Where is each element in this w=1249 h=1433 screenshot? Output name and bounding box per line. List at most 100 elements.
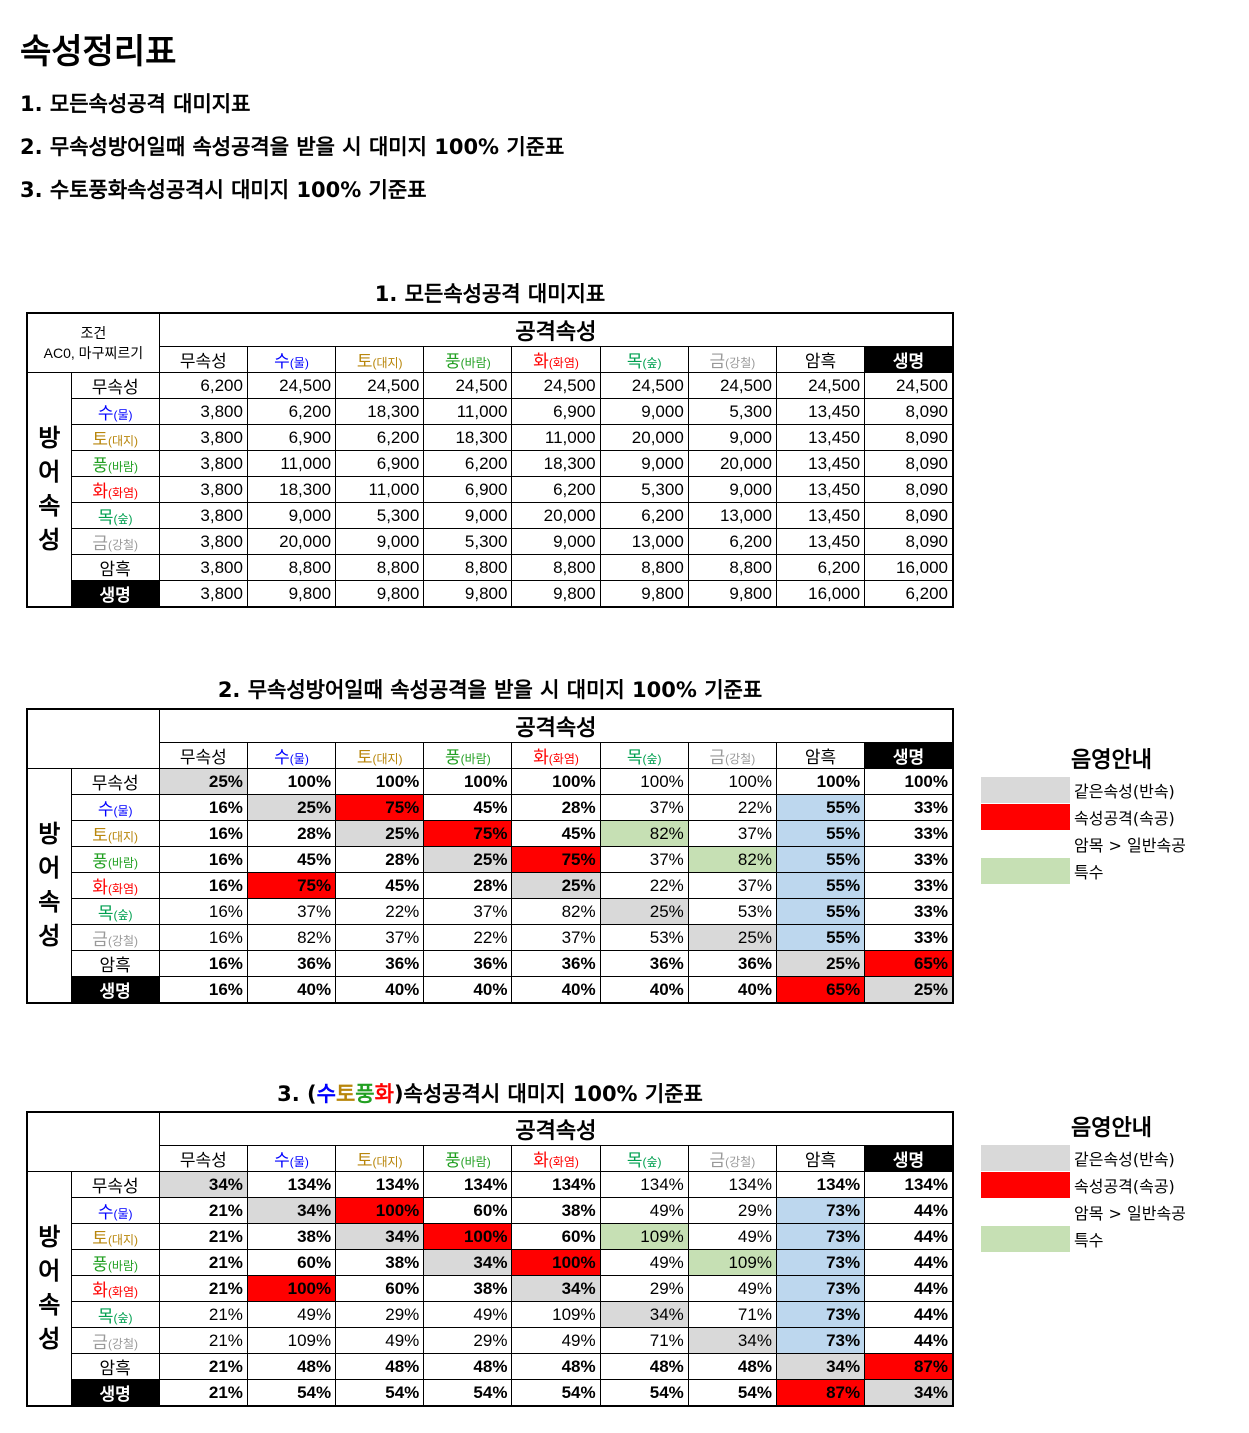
damage-cell: 9,000 bbox=[599, 450, 689, 477]
element-subname: (바람) bbox=[107, 460, 139, 474]
element-name: 금 bbox=[92, 534, 108, 553]
damage-cell: 13,450 bbox=[775, 502, 866, 529]
condition-cell: 조건 AC0, 마구찌르기 bbox=[26, 312, 160, 373]
damage-cell: 55% bbox=[775, 924, 866, 951]
damage-cell: 44% bbox=[864, 1249, 954, 1276]
damage-cell: 134% bbox=[335, 1171, 425, 1198]
damage-cell: 13,000 bbox=[599, 528, 689, 555]
element-name: 금 bbox=[709, 352, 726, 371]
element-name: 풍 bbox=[92, 1255, 108, 1274]
damage-cell: 55% bbox=[775, 794, 866, 821]
row-header: 금(강철) bbox=[70, 1327, 160, 1354]
damage-cell: 8,090 bbox=[864, 398, 954, 425]
damage-cell: 3,800 bbox=[158, 476, 248, 503]
damage-cell: 9,800 bbox=[687, 580, 777, 608]
element-name: 무속성 bbox=[91, 1177, 139, 1196]
title-part: 토 bbox=[335, 1082, 356, 1106]
damage-cell: 55% bbox=[775, 898, 866, 925]
legend-label: 특수 bbox=[1074, 1230, 1104, 1250]
damage-cell: 87% bbox=[864, 1353, 954, 1380]
element-name: 생명 bbox=[892, 352, 925, 371]
row-header: 수(물) bbox=[70, 398, 160, 425]
damage-cell: 48% bbox=[246, 1353, 337, 1380]
element-name: 암흑 bbox=[804, 748, 837, 767]
title-part: 수 bbox=[316, 1082, 336, 1106]
damage-cell: 34% bbox=[335, 1223, 425, 1250]
legend-swatch bbox=[981, 831, 1070, 857]
damage-cell: 9,000 bbox=[687, 424, 777, 451]
column-header: 금(강철) bbox=[687, 346, 777, 373]
element-subname: (화염) bbox=[107, 1285, 139, 1299]
damage-cell: 6,900 bbox=[511, 398, 601, 425]
legend-item: 암목 > 일반속공 bbox=[981, 1198, 1231, 1225]
damage-cell: 6,200 bbox=[158, 372, 248, 399]
damage-cell: 28% bbox=[246, 820, 337, 847]
damage-cell: 3,800 bbox=[158, 502, 248, 529]
damage-cell: 11,000 bbox=[246, 450, 337, 477]
damage-cell: 6,200 bbox=[335, 424, 425, 451]
damage-cell: 36% bbox=[246, 950, 337, 977]
element-name: 목 bbox=[626, 1151, 643, 1170]
damage-cell: 40% bbox=[423, 976, 513, 1004]
table-row: 풍(바람) 21% 60% 38% 34% 100% 49% 109% 73% 44% bbox=[27, 1249, 954, 1276]
element-name: 수 bbox=[97, 800, 114, 819]
element-subname: (화염) bbox=[107, 486, 139, 500]
damage-cell: 134% bbox=[511, 1171, 601, 1198]
damage-cell: 21% bbox=[158, 1353, 248, 1380]
damage-cell: 34% bbox=[511, 1275, 601, 1302]
damage-cell: 65% bbox=[864, 950, 954, 977]
element-name: 생명 bbox=[892, 748, 925, 767]
element-name: 풍 bbox=[445, 352, 461, 371]
title-part: 2. 무속성방어일때 속성공격을 받을 시 대미지 100% 기준표 bbox=[217, 678, 763, 702]
element-name: 풍 bbox=[92, 852, 108, 871]
damage-cell: 87% bbox=[775, 1379, 866, 1407]
toc-item-1: 1. 모든속성공격 대미지표 bbox=[20, 92, 251, 116]
defense-char: 방 bbox=[38, 1223, 61, 1251]
defense-char: 속 bbox=[38, 1291, 61, 1319]
row-header: 목(숲) bbox=[70, 898, 160, 925]
element-name: 목 bbox=[97, 904, 114, 923]
damage-cell: 73% bbox=[775, 1301, 866, 1328]
damage-cell: 49% bbox=[335, 1327, 425, 1354]
damage-cell: 60% bbox=[335, 1275, 425, 1302]
element-subname: (바람) bbox=[460, 356, 491, 370]
damage-cell: 49% bbox=[599, 1249, 689, 1276]
damage-cell: 100% bbox=[687, 768, 777, 795]
damage-cell: 36% bbox=[335, 950, 425, 977]
damage-cell: 9,000 bbox=[335, 528, 425, 555]
damage-cell: 3,800 bbox=[158, 450, 248, 477]
damage-cell: 40% bbox=[335, 976, 425, 1004]
title-part: 화 bbox=[374, 1082, 394, 1106]
damage-cell: 36% bbox=[423, 950, 513, 977]
shade-legend-3: 음영안내 같은속성(반속) 속성공격(속공) 암목 > 일반속공 특수 bbox=[981, 1110, 1231, 1252]
element-name: 목 bbox=[626, 352, 643, 371]
damage-cell: 20,000 bbox=[511, 502, 601, 529]
column-header: 수(물) bbox=[246, 1145, 337, 1172]
damage-cell: 24,500 bbox=[599, 372, 689, 399]
column-header: 목(숲) bbox=[599, 1145, 689, 1172]
row-header: 토(대지) bbox=[70, 820, 160, 847]
damage-cell: 13,450 bbox=[775, 476, 866, 503]
damage-cell: 24,500 bbox=[775, 372, 866, 399]
table-row: 토(대지) 21% 38% 34% 100% 60% 109% 49% 73% 44% bbox=[27, 1223, 954, 1250]
element-subname: (물) bbox=[289, 356, 309, 370]
damage-cell: 9,000 bbox=[511, 528, 601, 555]
damage-cell: 16% bbox=[158, 950, 248, 977]
damage-cell: 134% bbox=[775, 1171, 866, 1198]
element-subname: (바람) bbox=[107, 856, 139, 870]
page-title: 속성정리표 bbox=[20, 32, 177, 72]
damage-cell: 34% bbox=[158, 1171, 248, 1198]
element-subname: (물) bbox=[289, 752, 309, 766]
attack-element-header: 공격속성 bbox=[158, 1111, 954, 1146]
damage-cell: 5,300 bbox=[687, 398, 777, 425]
damage-cell: 9,000 bbox=[423, 502, 513, 529]
element-name: 무속성 bbox=[91, 774, 139, 793]
element-subname: (숲) bbox=[642, 752, 662, 766]
column-header: 무속성 bbox=[158, 1145, 248, 1172]
legend-item: 암목 > 일반속공 bbox=[981, 830, 1231, 857]
title-part: )속성공격시 대미지 100% 기준표 bbox=[393, 1082, 703, 1106]
damage-cell: 29% bbox=[423, 1327, 513, 1354]
damage-cell: 6,900 bbox=[246, 424, 337, 451]
legend-item: 같은속성(반속) bbox=[981, 1144, 1231, 1171]
legend-item: 특수 bbox=[981, 857, 1231, 884]
